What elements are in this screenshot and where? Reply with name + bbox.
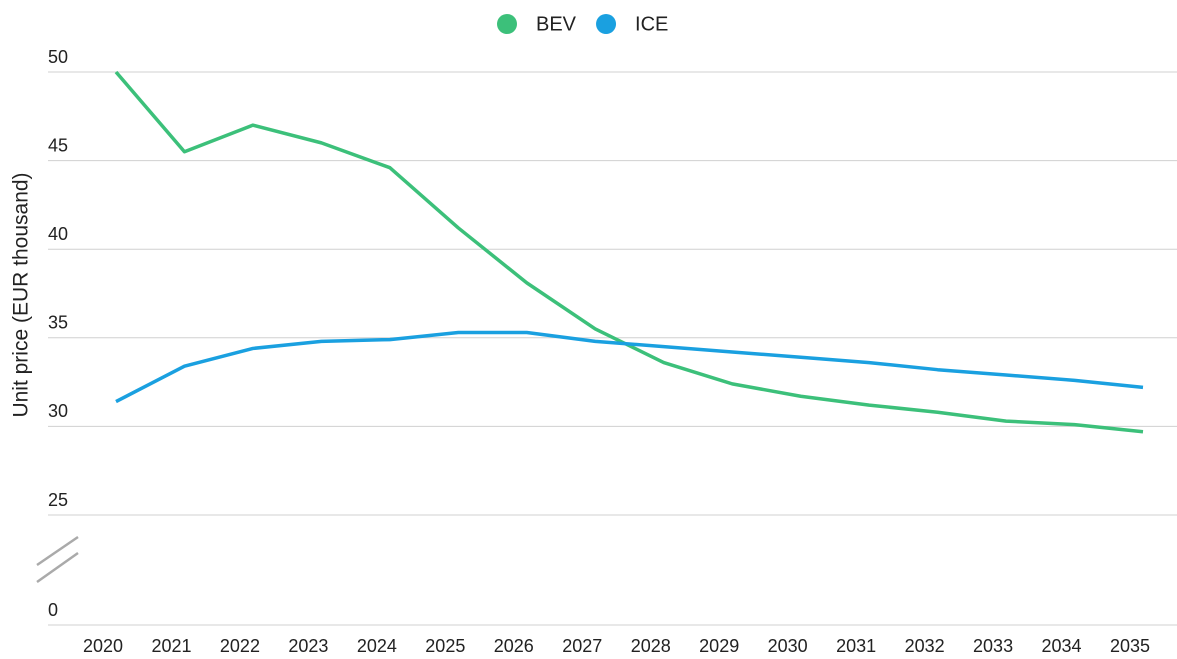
line-series	[114, 70, 1144, 434]
y-axis-label: Unit price (EUR thousand)	[10, 172, 33, 417]
break-line	[36, 551, 79, 584]
legend-label: BEV	[536, 13, 577, 35]
x-tick-label: 2028	[631, 636, 671, 656]
y-tick-label: 0	[48, 600, 58, 620]
x-tick-label: 2031	[836, 636, 876, 656]
y-tick-label: 50	[48, 47, 68, 67]
x-tick-label: 2029	[699, 636, 739, 656]
x-tick-label: 2021	[151, 636, 191, 656]
x-tick-label: 2034	[1042, 636, 1082, 656]
y-tick-label: 45	[48, 135, 68, 155]
y-tick-label: 25	[48, 490, 68, 510]
y-tick-label: 35	[48, 313, 68, 333]
legend-marker	[497, 14, 517, 34]
x-tick-label: 2022	[220, 636, 260, 656]
x-tick-label: 2027	[562, 636, 602, 656]
legend-marker	[596, 14, 617, 34]
x-tick-label: 2025	[425, 636, 465, 656]
x-tick-label: 2026	[494, 636, 534, 656]
x-tick-label: 2032	[905, 636, 945, 656]
y-tick-label: 40	[48, 224, 68, 244]
legend-label: ICE	[635, 13, 668, 35]
line-series	[115, 330, 1144, 404]
x-tick-label: 2033	[973, 636, 1013, 656]
x-tick-label: 2020	[83, 636, 123, 656]
x-tick-label: 2023	[288, 636, 328, 656]
axis-break	[36, 535, 79, 584]
break-line	[36, 535, 79, 567]
x-tick-label: 2024	[357, 636, 397, 656]
x-tick-label: 2030	[768, 636, 808, 656]
y-tick-label: 30	[48, 401, 68, 421]
x-tick-label: 2035	[1110, 636, 1150, 656]
